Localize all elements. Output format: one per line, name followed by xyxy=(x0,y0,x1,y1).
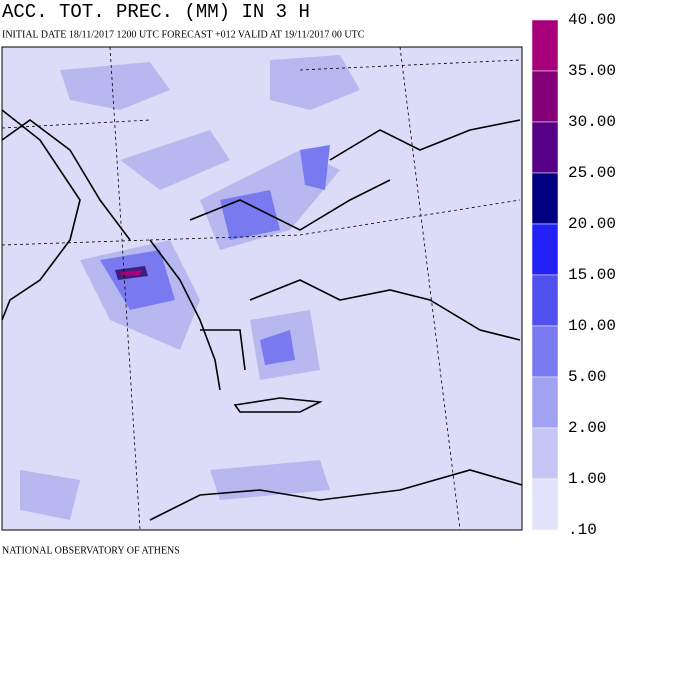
legend-swatch xyxy=(531,19,559,72)
map-frame xyxy=(1,46,523,531)
legend-label: 35.00 xyxy=(568,62,616,80)
precipitation-max xyxy=(120,270,142,276)
legend-swatch xyxy=(531,172,559,225)
legend-label: 1.00 xyxy=(568,470,606,488)
map xyxy=(1,46,523,531)
legend-label: 30.00 xyxy=(568,113,616,131)
legend-label: 15.00 xyxy=(568,266,616,284)
legend-swatch xyxy=(531,121,559,174)
footer: NATIONAL OBSERVATORY OF ATHENS xyxy=(2,545,180,556)
legend-label: .10 xyxy=(568,521,597,539)
legend-label: 40.00 xyxy=(568,11,616,29)
legend-label: 20.00 xyxy=(568,215,616,233)
legend-label: 5.00 xyxy=(568,368,606,386)
graticule xyxy=(1,46,521,531)
legend-swatch xyxy=(531,223,559,276)
legend-label: 2.00 xyxy=(568,419,606,437)
legend-swatch xyxy=(531,376,559,429)
title: ACC. TOT. PREC. (MM) IN 3 H xyxy=(2,1,310,23)
legend-swatch xyxy=(531,478,559,531)
legend-swatch xyxy=(531,325,559,378)
legend-swatch xyxy=(531,274,559,327)
subtitle: INITIAL DATE 18/11/2017 1200 UTC FORECAS… xyxy=(2,29,365,40)
legend-label: 10.00 xyxy=(568,317,616,335)
legend-label: 25.00 xyxy=(568,164,616,182)
legend-swatch xyxy=(531,70,559,123)
legend-swatch xyxy=(531,427,559,480)
